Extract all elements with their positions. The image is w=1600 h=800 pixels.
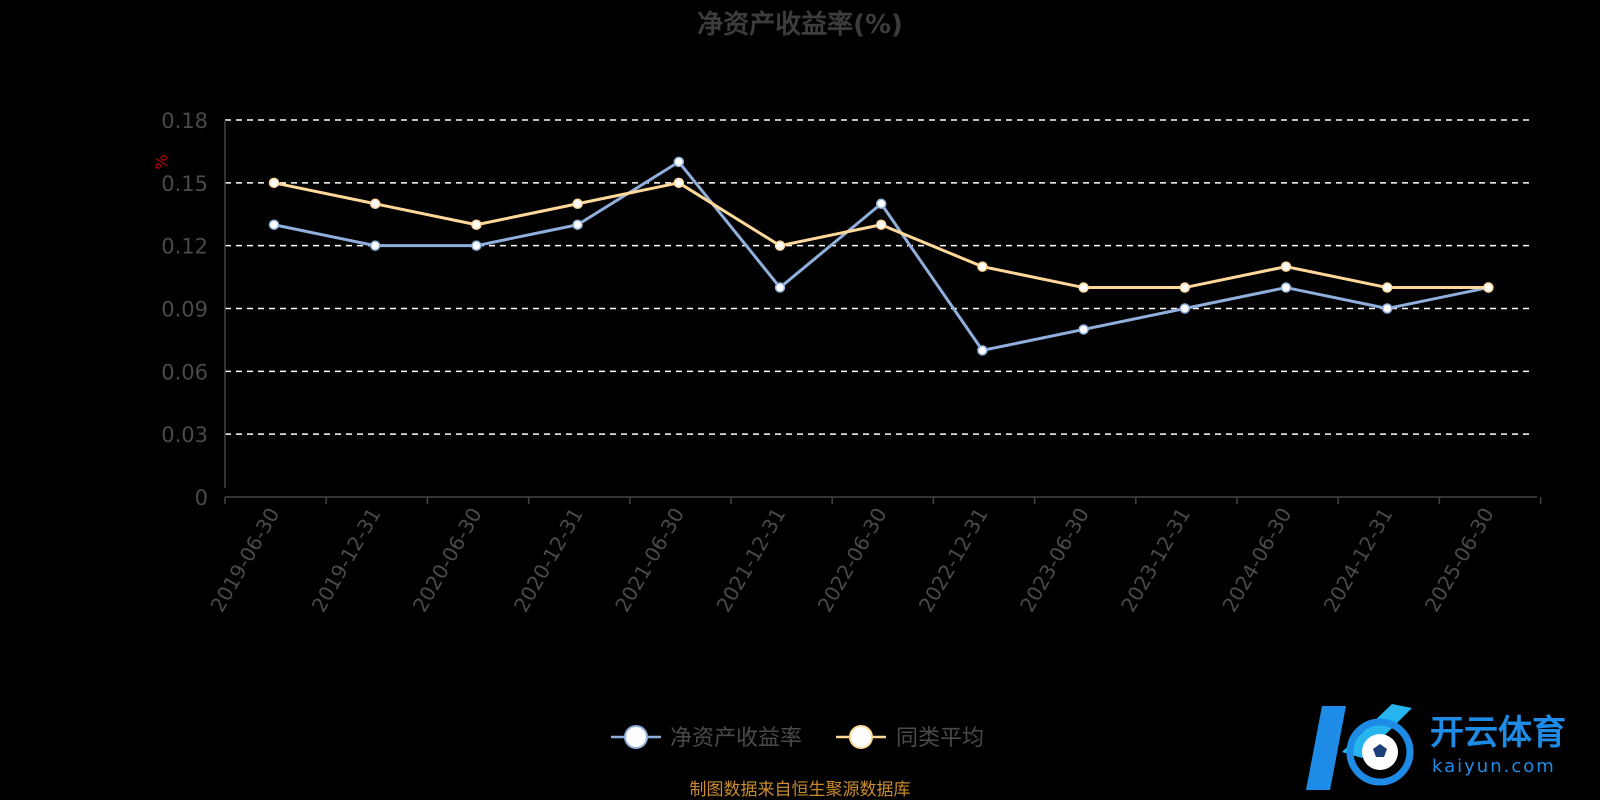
y-tick-label: 0.03 bbox=[161, 423, 208, 447]
x-tick-label: 2020-06-30 bbox=[408, 504, 487, 617]
y-axis-ticks: 0 0.03 0.06 0.09 0.12 0.15 0.18 bbox=[161, 109, 208, 510]
x-tick-label: 2025-06-30 bbox=[1420, 504, 1499, 617]
x-tick-label: 2019-12-31 bbox=[307, 504, 386, 617]
data-point[interactable] bbox=[875, 219, 887, 230]
legend: 净资产收益率 同类平均 bbox=[611, 725, 984, 751]
x-tick-label: 2022-06-30 bbox=[813, 504, 892, 617]
data-point[interactable] bbox=[1483, 282, 1494, 293]
data-point[interactable] bbox=[673, 177, 685, 189]
data-point[interactable] bbox=[1078, 324, 1089, 335]
y-tick-label: 0.18 bbox=[161, 109, 208, 133]
x-tick-label: 2019-06-30 bbox=[205, 504, 284, 617]
data-point[interactable] bbox=[1179, 303, 1191, 314]
series-layer bbox=[268, 156, 1494, 356]
data-point[interactable] bbox=[1280, 282, 1292, 293]
data-point[interactable] bbox=[774, 240, 786, 251]
y-tick-label: 0.06 bbox=[161, 360, 208, 384]
x-tick-label: 2020-12-31 bbox=[509, 504, 588, 617]
data-point[interactable] bbox=[977, 345, 988, 356]
legend-label-roe: 净资产收益率 bbox=[670, 726, 802, 751]
series-1 bbox=[268, 156, 1494, 356]
y-axis-unit: % bbox=[152, 154, 171, 169]
y-tick-label: 0.09 bbox=[161, 298, 208, 322]
series-line bbox=[273, 160, 1489, 352]
x-axis-ticks: 2019-06-30 2019-12-31 2020-06-30 2020-12-31… bbox=[205, 497, 1542, 617]
logo-k-arm bbox=[1342, 704, 1412, 758]
legend-item-roe[interactable]: 净资产收益率 bbox=[611, 725, 802, 751]
data-point[interactable] bbox=[268, 177, 280, 189]
legend-swatch-marker bbox=[849, 725, 873, 749]
series-2 bbox=[268, 177, 1494, 293]
data-point[interactable] bbox=[572, 198, 583, 210]
logo-k-stem bbox=[1306, 706, 1346, 790]
x-tick-label: 2023-12-31 bbox=[1116, 504, 1195, 617]
data-point[interactable] bbox=[1381, 282, 1393, 293]
x-tick-label: 2024-06-30 bbox=[1217, 504, 1296, 617]
data-point[interactable] bbox=[1078, 282, 1089, 293]
logo-ring-icon bbox=[1346, 718, 1414, 786]
data-point[interactable] bbox=[471, 219, 482, 230]
grid-lines bbox=[225, 119, 1530, 435]
x-tick-label: 2021-12-31 bbox=[711, 504, 790, 617]
x-tick-label: 2023-06-30 bbox=[1015, 504, 1094, 617]
data-point[interactable] bbox=[471, 240, 482, 251]
chart-title: 净资产收益率(%) bbox=[697, 9, 903, 40]
watermark-brand: 开云体育 bbox=[1430, 713, 1566, 753]
data-point[interactable] bbox=[268, 219, 280, 230]
data-point[interactable] bbox=[1381, 303, 1393, 314]
legend-swatch-marker bbox=[624, 725, 648, 749]
legend-item-average[interactable]: 同类平均 bbox=[836, 725, 984, 751]
data-point[interactable] bbox=[673, 156, 685, 168]
data-point[interactable] bbox=[875, 198, 887, 210]
data-point[interactable] bbox=[1280, 261, 1292, 272]
data-point[interactable] bbox=[1179, 282, 1191, 293]
data-point[interactable] bbox=[369, 198, 381, 210]
soccer-ball-patch bbox=[1373, 744, 1387, 757]
data-point[interactable] bbox=[369, 240, 381, 251]
x-tick-label: 2021-06-30 bbox=[610, 504, 689, 617]
data-point[interactable] bbox=[572, 219, 583, 230]
watermark-site: kaiyun.com bbox=[1432, 756, 1556, 777]
legend-label-average: 同类平均 bbox=[896, 726, 984, 751]
data-point[interactable] bbox=[774, 282, 786, 293]
y-tick-label: 0 bbox=[195, 486, 208, 510]
x-tick-label: 2022-12-31 bbox=[914, 504, 993, 617]
x-tick-label: 2024-12-31 bbox=[1319, 504, 1398, 617]
data-source-note: 制图数据来自恒生聚源数据库 bbox=[690, 780, 911, 800]
data-point[interactable] bbox=[977, 261, 988, 272]
y-tick-label: 0.12 bbox=[161, 235, 208, 259]
y-tick-label: 0.15 bbox=[161, 172, 208, 196]
watermark-logo: 开云体育 kaiyun.com bbox=[1306, 704, 1566, 790]
